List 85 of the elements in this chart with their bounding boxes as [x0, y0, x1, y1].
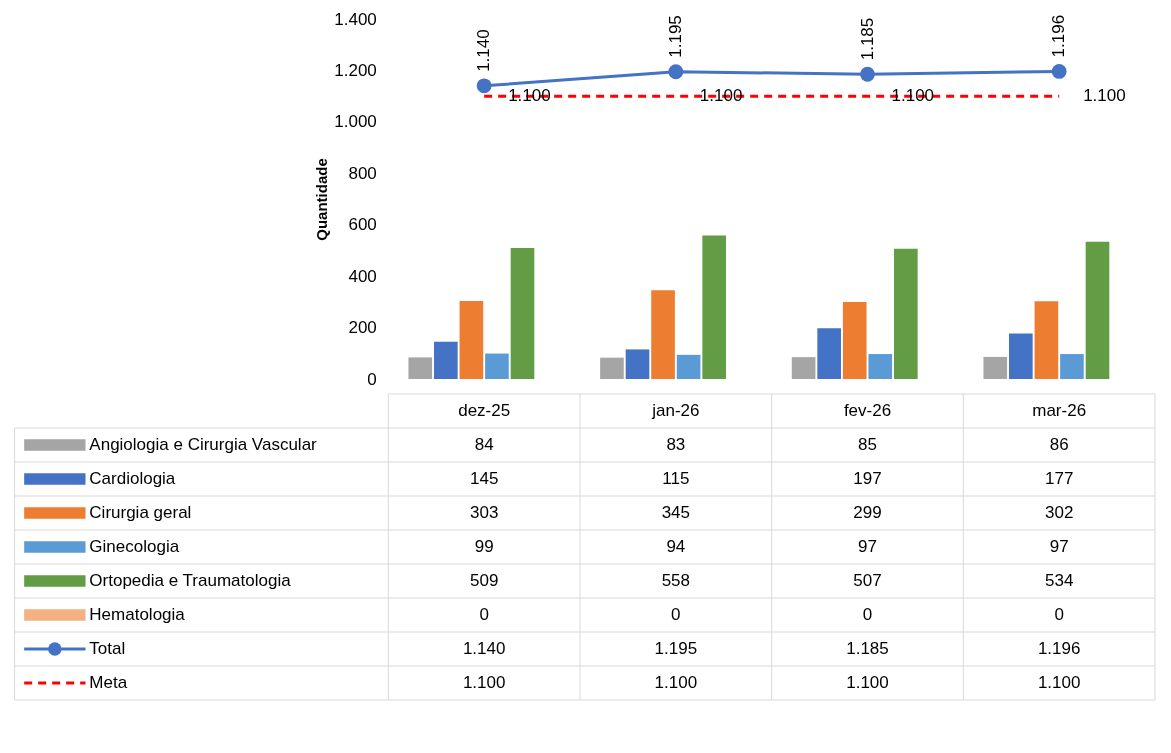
y-tick-label: 1.200 — [334, 60, 377, 80]
data-label: 85 — [858, 435, 877, 454]
x-tick-label: fev-26 — [843, 401, 892, 420]
point — [860, 66, 875, 82]
bar — [791, 357, 816, 379]
data-label: 303 — [469, 503, 499, 522]
bar — [868, 354, 893, 379]
data-label: 1.196 — [1037, 639, 1081, 658]
data-label: 0 — [671, 605, 681, 624]
data-label: 1.100 — [1037, 673, 1081, 692]
data-label: 86 — [1049, 435, 1069, 454]
bar — [842, 302, 867, 379]
y-tick-label: 600 — [348, 215, 377, 235]
data-label: 0 — [479, 605, 489, 624]
x-tick-label: dez-25 — [458, 401, 511, 420]
legend-label: Hematologia — [89, 605, 186, 624]
bar — [1060, 354, 1084, 379]
legend-label: Ortopedia e Traumatologia — [89, 571, 292, 590]
text: 1.196 — [1049, 14, 1069, 58]
data-label: 507 — [853, 571, 882, 590]
text: 1.100 — [508, 86, 551, 106]
bar — [676, 354, 701, 379]
data-label: 84 — [474, 435, 494, 454]
data-label: 345 — [661, 503, 691, 522]
bar — [1034, 301, 1059, 379]
data-label: 115 — [662, 469, 690, 488]
bar — [1009, 333, 1033, 379]
data-label: 534 — [1044, 571, 1074, 590]
text: 1.100 — [699, 86, 743, 106]
data-label: 0 — [1054, 605, 1064, 624]
data-label: 1.100 — [846, 673, 889, 692]
y-tick-label: 400 — [348, 266, 377, 286]
legend-label: Total — [89, 639, 126, 658]
data-label: 0 — [862, 605, 873, 624]
data-label: 1.140 — [462, 639, 506, 658]
bar — [817, 328, 841, 379]
data-label: 94 — [666, 537, 686, 556]
text: 1.195 — [665, 15, 685, 58]
data-label: 83 — [666, 435, 686, 454]
legend-label: Cirurgia geral — [89, 503, 192, 522]
point — [1051, 64, 1067, 79]
bar — [1085, 241, 1110, 379]
data-label: 558 — [661, 571, 691, 590]
legend-label: Angiologia e Cirurgia Vascular — [89, 435, 318, 454]
text: 1.100 — [1083, 86, 1126, 106]
y-tick-label: 800 — [348, 163, 377, 183]
bar — [702, 235, 726, 379]
bar — [459, 301, 484, 379]
data-label: 1.100 — [654, 673, 698, 692]
data-label: 1.185 — [846, 639, 889, 658]
data-label: 97 — [858, 537, 877, 556]
y-tick-label: 0 — [367, 369, 377, 389]
data-label: 1.100 — [462, 673, 506, 692]
bar — [408, 357, 433, 379]
data-label: 302 — [1044, 503, 1074, 522]
text: 1.185 — [857, 17, 877, 61]
bar — [434, 341, 458, 379]
data-label: 197 — [853, 469, 882, 488]
bar — [485, 353, 509, 379]
data-label: 299 — [853, 503, 882, 522]
bar — [625, 349, 650, 379]
data-label: 145 — [469, 469, 499, 488]
data-label: 97 — [1049, 537, 1069, 556]
y-tick-label: 1.000 — [334, 112, 377, 132]
y-tick-label: 1.400 — [334, 9, 377, 29]
x-tick-label: jan-26 — [651, 401, 700, 420]
y-tick-label: 200 — [348, 318, 377, 338]
y-axis-title: Quantidade — [313, 158, 331, 241]
data-label: 99 — [474, 537, 494, 556]
x-tick-label: mar-26 — [1032, 401, 1087, 420]
bar — [894, 248, 918, 379]
legend-label: Cardiologia — [89, 469, 176, 488]
data-label: 1.195 — [654, 639, 698, 658]
data-label: 177 — [1044, 469, 1074, 488]
bar — [600, 357, 624, 379]
text: 1.100 — [891, 86, 935, 106]
text: 1.140 — [474, 29, 494, 72]
bar — [651, 290, 675, 379]
bar — [983, 356, 1008, 379]
legend-label: Ginecologia — [89, 537, 180, 556]
legend-label: Meta — [89, 673, 128, 692]
point — [476, 78, 492, 94]
point — [668, 64, 684, 80]
data-label: 509 — [469, 571, 499, 590]
bar — [510, 248, 535, 379]
